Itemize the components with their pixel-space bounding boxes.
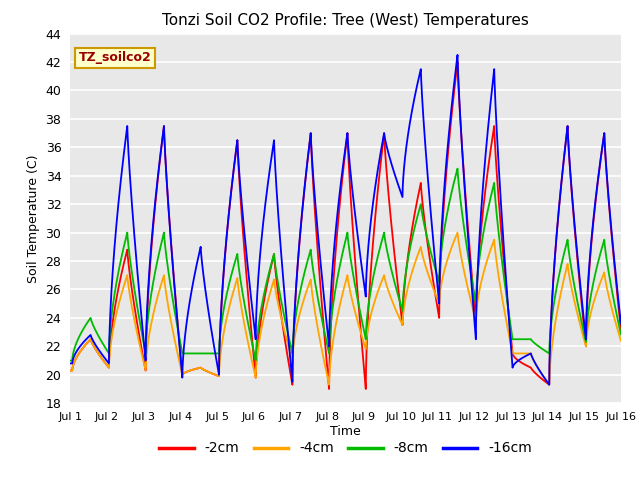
-2cm — [144, 297, 152, 302]
-2cm — [454, 59, 461, 65]
-8cm — [415, 208, 422, 214]
X-axis label: Time: Time — [330, 425, 361, 438]
-8cm — [571, 285, 579, 291]
-16cm — [67, 360, 74, 366]
-4cm — [563, 263, 571, 268]
-16cm — [144, 289, 152, 295]
-8cm — [67, 358, 74, 363]
-2cm — [415, 189, 423, 194]
-8cm — [619, 339, 627, 345]
-2cm — [67, 368, 74, 373]
Legend: -2cm, -4cm, -8cm, -16cm: -2cm, -4cm, -8cm, -16cm — [154, 436, 538, 461]
-4cm — [121, 279, 129, 285]
Line: -16cm: -16cm — [70, 55, 623, 384]
-2cm — [563, 126, 571, 132]
-4cm — [534, 364, 541, 370]
Title: Tonzi Soil CO2 Profile: Tree (West) Temperatures: Tonzi Soil CO2 Profile: Tree (West) Temp… — [162, 13, 529, 28]
-16cm — [454, 52, 461, 58]
-8cm — [121, 239, 129, 244]
-2cm — [571, 228, 579, 234]
Line: -8cm: -8cm — [70, 168, 623, 360]
-4cm — [67, 368, 74, 373]
-16cm — [571, 225, 579, 231]
-2cm — [325, 386, 333, 392]
-8cm — [454, 166, 461, 171]
-2cm — [534, 372, 541, 378]
Line: -4cm: -4cm — [70, 233, 623, 384]
-2cm — [121, 255, 129, 261]
Text: TZ_soilco2: TZ_soilco2 — [79, 51, 152, 64]
-16cm — [619, 336, 627, 342]
-16cm — [545, 382, 553, 387]
-16cm — [121, 141, 129, 146]
-4cm — [619, 344, 627, 349]
-8cm — [144, 315, 152, 321]
-8cm — [563, 239, 571, 244]
-4cm — [571, 300, 579, 306]
Y-axis label: Soil Temperature (C): Soil Temperature (C) — [27, 154, 40, 283]
-4cm — [454, 230, 461, 236]
-2cm — [619, 344, 627, 349]
-4cm — [144, 340, 152, 346]
Line: -2cm: -2cm — [70, 62, 623, 389]
-4cm — [325, 382, 333, 387]
-16cm — [415, 75, 422, 81]
-8cm — [534, 343, 541, 348]
-16cm — [563, 126, 571, 132]
-4cm — [415, 249, 423, 254]
-16cm — [534, 364, 541, 370]
